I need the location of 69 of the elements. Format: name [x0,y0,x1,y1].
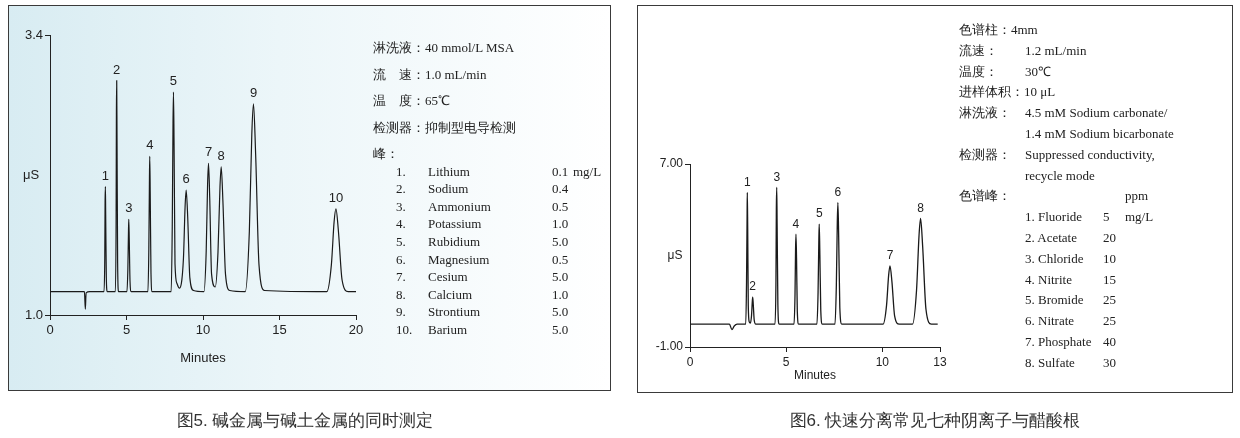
text: 流 速：1.0 mL/min [373,66,487,83]
text: 6. Nitrate 25 [1025,313,1116,329]
text: 6. Magnesium 0.5 [396,251,569,267]
x-tick-label: 0 [686,354,694,369]
x-tick-label: 13 [933,354,947,369]
x-axis-title: Minutes [180,349,227,365]
annotation: 4 [146,137,154,153]
annotation: 8 [217,147,225,163]
text: 图5. 碱金属与碱土金属的同时测定 [175,411,435,431]
x-tick-label: 15 [272,322,287,338]
y-axis-title: μS [22,166,40,182]
text: 9. Strontium 5.0 [396,304,569,320]
annotation: 9 [249,84,258,100]
text: 10. Barium 5.0 [396,322,569,337]
text: 检测器： Suppressed conductivity, [959,146,1155,163]
y-tick-label: -1.00 [655,339,684,354]
text: 1. Lithium 0.1 mg/L [396,163,602,179]
annotation: 1 [101,167,109,183]
x-tick-label: 10 [195,322,211,338]
text: recycle mode [1025,167,1095,184]
text: 色谱峰： ppm [959,188,1149,204]
x-tick-label: 5 [122,322,131,338]
annotation: 5 [169,73,178,89]
text: 7. Cesium 5.0 [396,269,569,285]
annotation: 1 [743,174,751,189]
annotation: 2 [749,279,757,294]
x-tick-label: 5 [782,354,790,369]
text: 8. Calcium 1.0 [396,286,569,302]
text: 淋洗液：40 mmol/L MSA [373,40,515,56]
text: 2. Acetate 20 [1025,230,1116,245]
text: 温度： 30℃ [959,63,1051,79]
text: 3. Chloride 10 [1025,250,1116,266]
text: 3. Ammonium 0.5 [396,198,569,214]
text: 5. Rubidium 5.0 [396,234,569,249]
annotation: 10 [328,189,344,205]
y-tick-label: 3.4 [24,26,43,42]
y-tick-label: 1.0 [24,306,43,322]
text: 温 度：65℃ [373,93,450,109]
annotation: 2 [113,61,121,77]
text: 检测器：抑制型电导检测 [373,119,516,136]
text: 淋洗液： 4.5 mM Sodium carbonate/ [959,105,1168,122]
annotation: 3 [125,200,133,216]
text: 1. Fluoride 5 mg/L [1025,209,1154,225]
annotation: 6 [182,171,190,187]
text: 峰： [373,146,399,162]
x-tick-label: 10 [875,354,890,369]
annotation: 3 [773,169,781,184]
annotation: 7 [886,248,894,263]
annotation: 5 [815,206,823,221]
x-tick-label: 0 [46,322,54,338]
annotation: 4 [792,216,800,231]
text: 4. Nitrite 15 [1025,271,1116,287]
x-tick-label: 20 [348,322,364,338]
text: 进样体积：10 μL [959,84,1056,101]
text: 1.4 mM Sodium bicarbonate [1025,126,1174,142]
y-axis-title: μS [667,247,683,262]
annotation: 8 [917,200,925,215]
text: 7. Phosphate 40 [1025,334,1116,350]
text: 2. Sodium 0.4 [396,181,569,197]
text: 8. Sulfate 30 [1025,354,1116,370]
text: 4. Potassium 1.0 [396,216,569,232]
annotation: 6 [834,184,842,199]
text: 5. Bromide 25 [1025,292,1116,308]
y-tick-label: 7.00 [659,156,684,171]
annotation: 7 [204,144,213,160]
x-axis-title: Minutes [793,368,837,383]
text: 图6. 快速分离常见七种阴离子与醋酸根 [788,411,1082,431]
text: 色谱柱：4mm [959,22,1038,38]
text: 流速： 1.2 mL/min [959,42,1087,58]
